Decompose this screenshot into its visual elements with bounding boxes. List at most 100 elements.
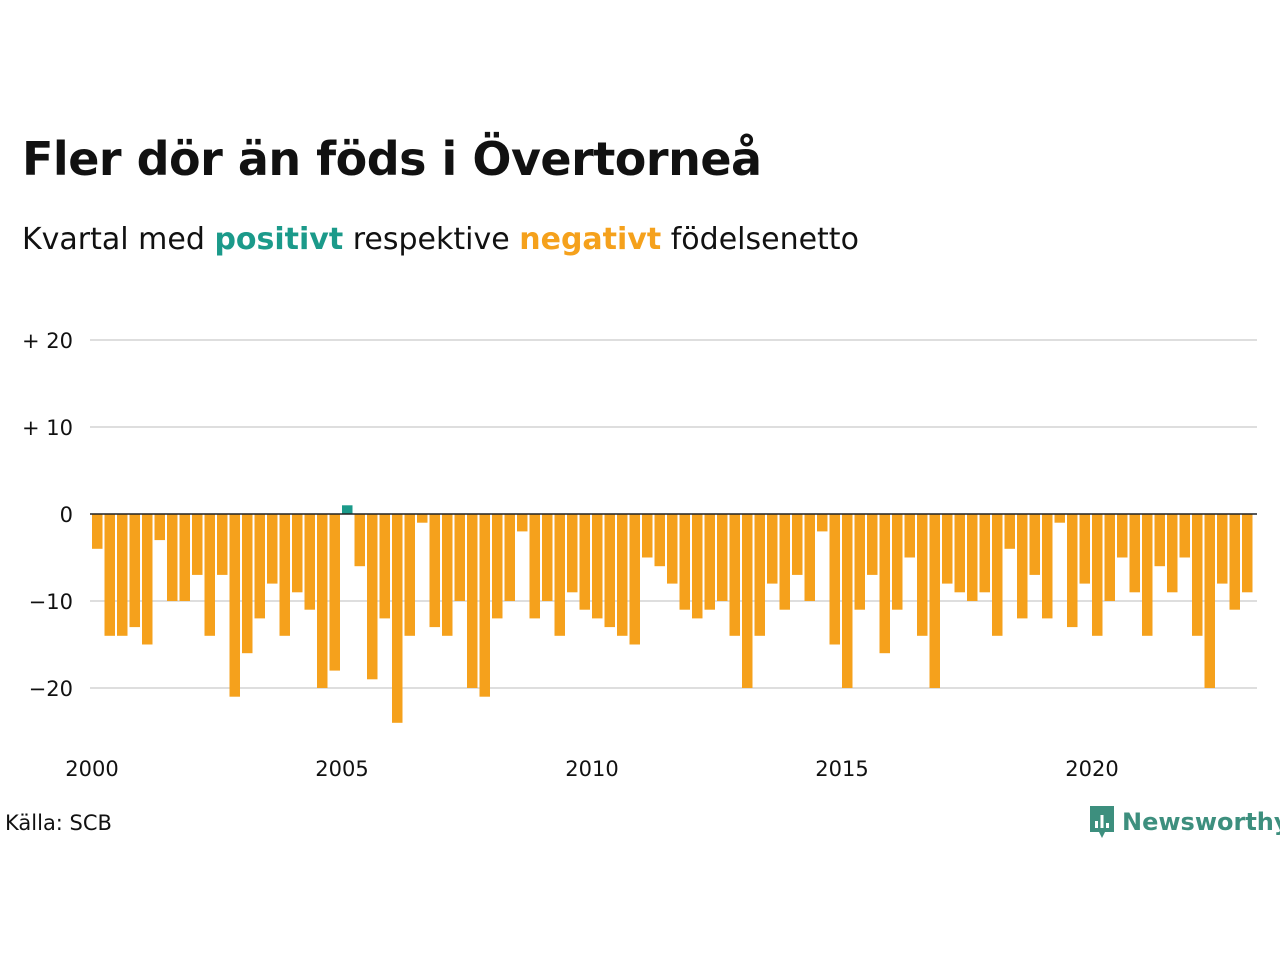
subtitle-positive: positivt [214,222,344,257]
bar [992,514,1003,636]
chart-title: Fler dör än föds i Övertorneå [22,132,762,186]
bar [654,514,665,567]
bar [1067,514,1078,628]
bar [1117,514,1128,558]
bar [392,514,403,723]
bar [467,514,478,688]
bar [442,514,453,636]
newsworthy-logo-icon [1090,806,1114,838]
bar [242,514,253,654]
x-tick-label: 2020 [1065,757,1118,781]
bar [817,514,828,532]
bar [317,514,328,688]
bar [567,514,578,593]
subtitle-negative: negativt [519,222,662,257]
bar [154,514,165,541]
bar [167,514,178,601]
bar [104,514,115,636]
y-tick-label: + 20 [22,329,73,353]
y-tick-label: −10 [29,590,73,614]
bar [717,514,728,601]
bar [729,514,740,636]
bar [1042,514,1053,619]
bar [667,514,678,584]
bar [942,514,953,584]
bar [779,514,790,610]
bar [1017,514,1028,619]
y-tick-label: + 10 [22,416,73,440]
bar [1104,514,1115,601]
bar [529,514,540,619]
bar [329,514,340,671]
bar [342,505,353,514]
y-tick-label: −20 [29,677,73,701]
subtitle-prefix: Kvartal med [22,222,205,257]
bar [954,514,965,593]
bar [429,514,440,628]
x-tick-label: 2000 [65,757,118,781]
bar [892,514,903,610]
bar [929,514,940,688]
bar [1154,514,1165,567]
chart-subtitle: Kvartal med positivt respektive negativt… [22,222,859,257]
bar [279,514,290,636]
subtitle-middle: respektive [352,222,510,257]
bar [642,514,653,558]
bar [1054,514,1065,523]
bar [417,514,428,523]
bar [1004,514,1015,549]
bar [404,514,415,636]
bar [604,514,615,628]
bar [517,514,528,532]
bar [192,514,203,575]
bar [267,514,278,584]
bar [704,514,715,610]
bar [129,514,140,628]
bar [979,514,990,593]
bar [1242,514,1253,593]
y-tick-label: 0 [60,503,73,527]
bar [292,514,303,593]
subtitle-suffix: födelsenetto [670,222,859,257]
bar [767,514,778,584]
bar [804,514,815,601]
bar [579,514,590,610]
bar [1204,514,1215,688]
bar [854,514,865,610]
bar [492,514,503,619]
x-tick-label: 2010 [565,757,618,781]
bar [142,514,153,645]
bar [754,514,765,636]
bar [1142,514,1153,636]
bar [1217,514,1228,584]
bar [479,514,490,697]
bar [679,514,690,610]
bar [229,514,240,697]
bar [542,514,553,601]
bar [904,514,915,558]
bar [1129,514,1140,593]
bar [179,514,190,601]
x-tick-label: 2015 [815,757,868,781]
bar [1092,514,1103,636]
x-tick-label: 2005 [315,757,368,781]
bar [917,514,928,636]
bar [304,514,315,610]
bar [692,514,703,619]
bar [592,514,603,619]
bar [1167,514,1178,593]
bar [504,514,515,601]
source-note: Källa: SCB [5,811,112,835]
brand-name: Newsworthy [1122,808,1280,836]
bar [1079,514,1090,584]
bar [254,514,265,619]
bar [617,514,628,636]
bar [867,514,878,575]
bar [629,514,640,645]
bar [1229,514,1240,610]
bar [792,514,803,575]
bar [842,514,853,688]
bar [1029,514,1040,575]
bar [454,514,465,601]
